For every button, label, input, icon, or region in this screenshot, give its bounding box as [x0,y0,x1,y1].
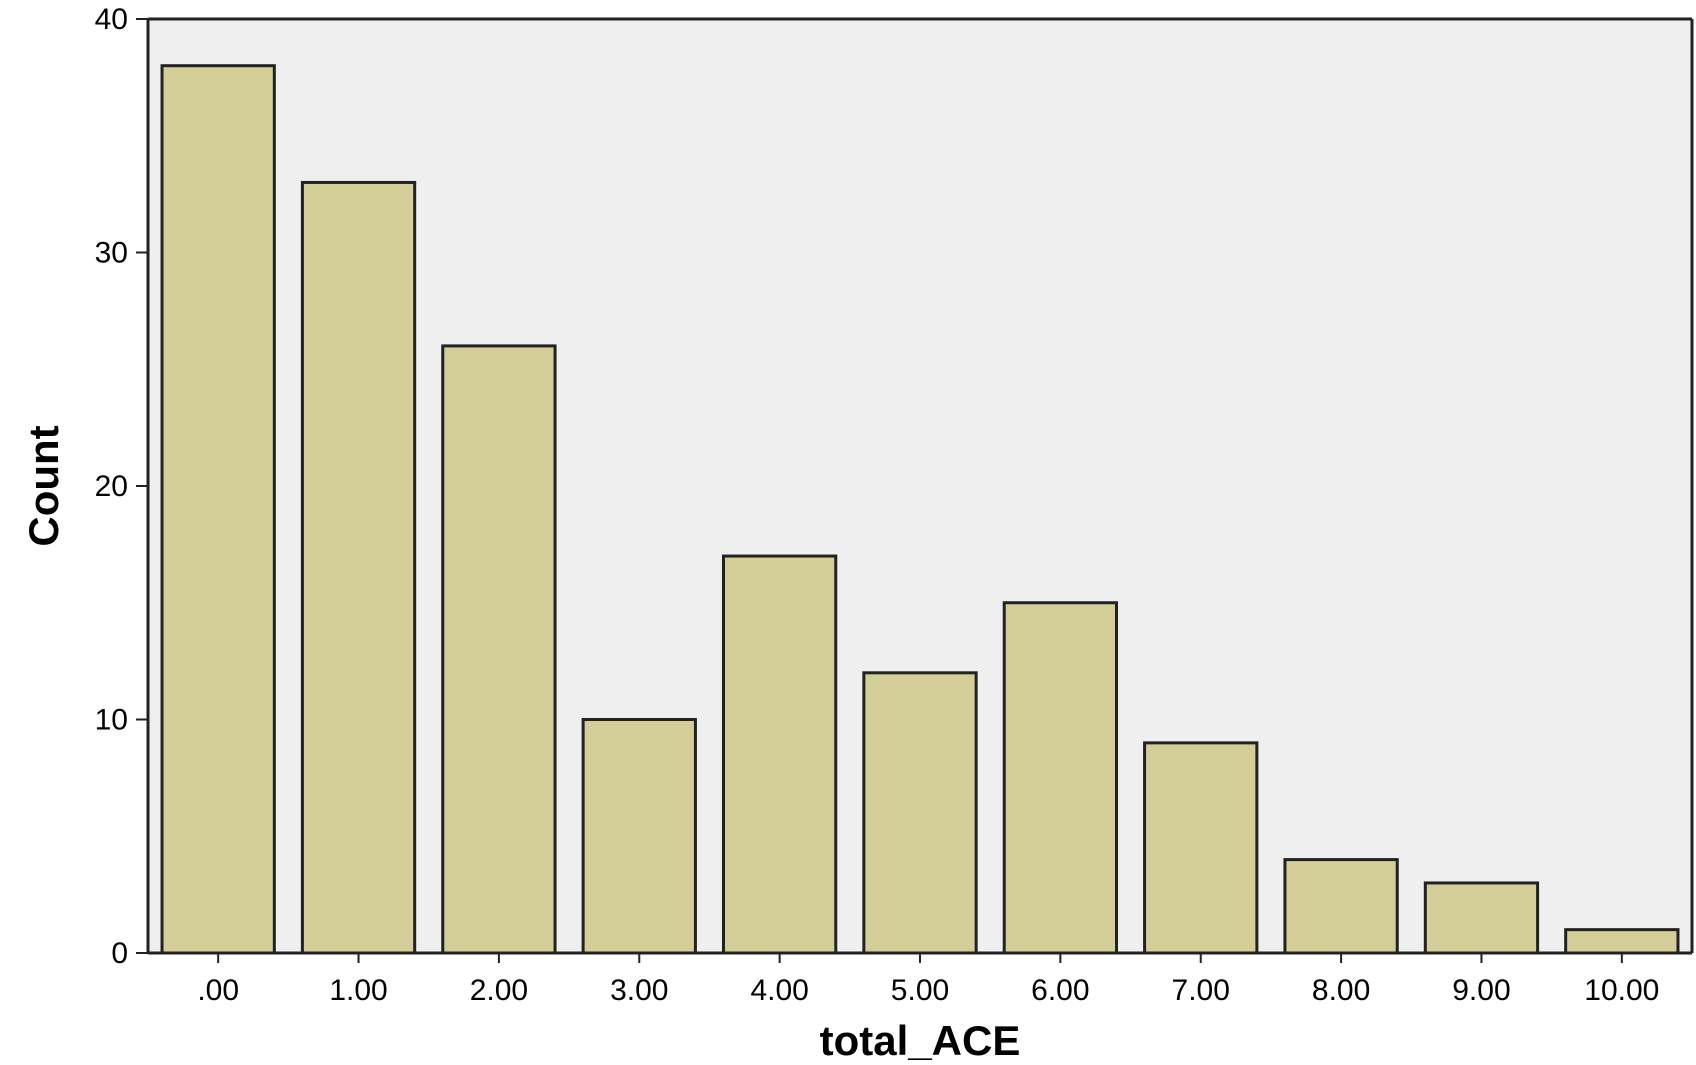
x-tick-label: 6.00 [1031,974,1089,1007]
bar-9.00 [1423,881,1540,955]
x-tick-label: .00 [197,974,239,1007]
y-tick-label: 30 [95,237,128,270]
bar-2.00 [441,344,557,955]
bar-1.00 [300,180,417,955]
bar-7.00 [1143,741,1259,955]
x-tick-label: 1.00 [329,974,387,1007]
bar-3.00 [581,718,697,955]
x-tick-label: 4.00 [750,974,808,1007]
x-axis-title: total_ACE [820,1017,1021,1064]
y-tick-label: 0 [111,937,128,970]
bar-8.00 [1283,858,1399,955]
bar-6.00 [1002,601,1119,955]
x-tick-label: 3.00 [610,974,668,1007]
bar-10.00 [1564,928,1680,955]
y-tick-label: 20 [95,470,128,503]
y-tick-label: 40 [95,3,128,36]
x-ticks-layer: .00 1.00 2.00 3.00 4.00 5.00 6.00 7.00 8.00 9.00 1… [197,953,1659,1007]
y-ticks-layer: 0 10 20 30 40 [95,3,148,970]
y-tick-label: 10 [95,704,128,737]
y-axis-title: Count [20,425,67,546]
x-tick-label: 8.00 [1312,974,1370,1007]
x-tick-label: 5.00 [891,974,949,1007]
bars-layer [160,64,1680,955]
bar-4.00 [721,554,838,955]
x-tick-label: 2.00 [470,974,528,1007]
x-tick-label: 7.00 [1172,974,1230,1007]
bar-5.00 [862,671,978,955]
bar-.00 [160,64,276,955]
x-tick-label: 9.00 [1452,974,1510,1007]
x-tick-label: 10.00 [1584,974,1659,1007]
